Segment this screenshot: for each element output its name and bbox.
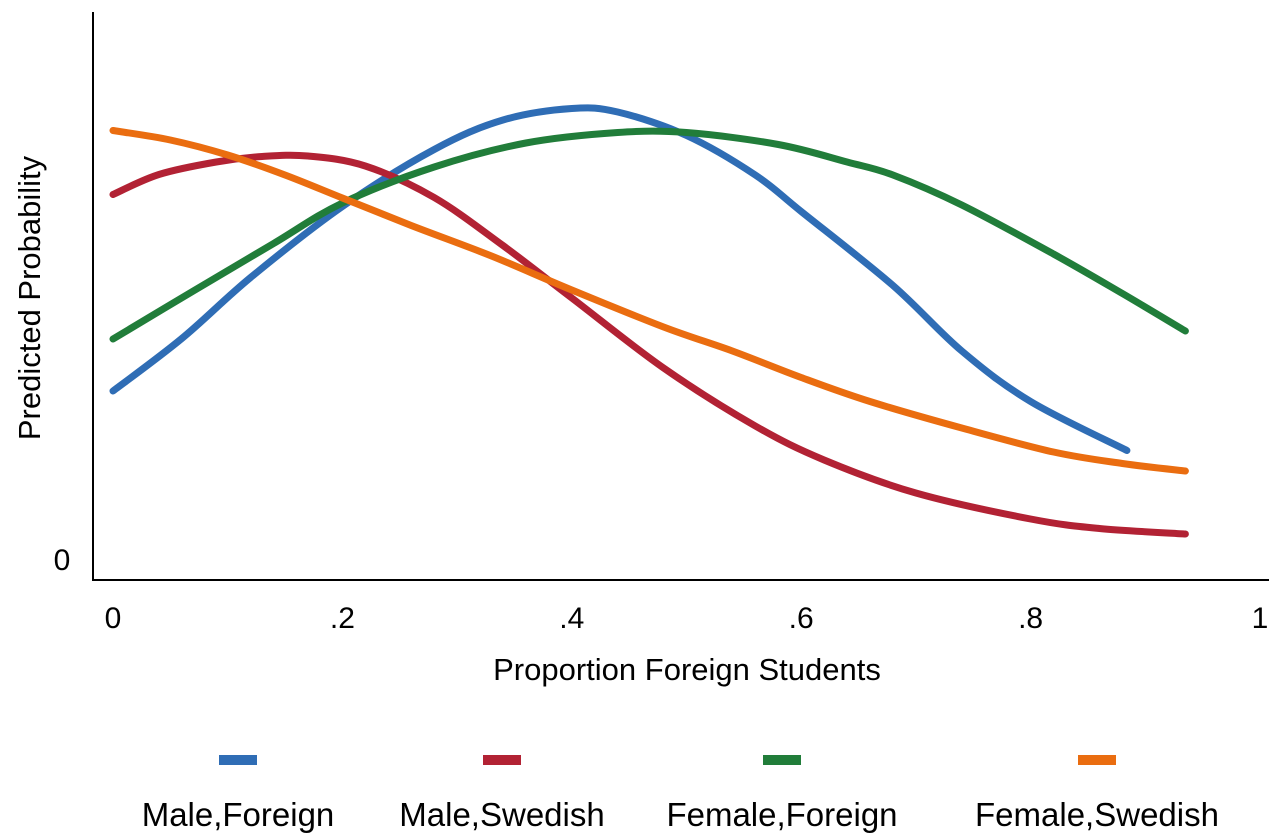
legend-swatch (1078, 755, 1116, 765)
series-line-3 (109, 127, 1189, 343)
x-tick-labels: 0 .2 .4 .6 .8 1 (105, 602, 1269, 635)
y-tick-label: 0 (54, 544, 71, 577)
legend-label: Male,Foreign (142, 796, 335, 833)
legend-label: Male,Swedish (399, 796, 604, 833)
legend-swatch (219, 755, 257, 765)
series-line-1 (109, 104, 1131, 454)
series-line-2 (109, 151, 1189, 538)
x-tick-label: 0 (105, 602, 122, 635)
x-tick-label: .2 (330, 602, 355, 635)
x-axis-title: Proportion Foreign Students (493, 652, 881, 687)
legend-swatch (763, 755, 801, 765)
series-line-4 (109, 127, 1189, 475)
plot-area (109, 104, 1189, 538)
x-tick-label: 1 (1252, 602, 1269, 635)
x-tick-label: .4 (559, 602, 584, 635)
x-tick-label: .6 (789, 602, 814, 635)
y-tick-labels: 0 (54, 544, 71, 577)
legend-swatch (483, 755, 521, 765)
x-tick-label: .8 (1018, 602, 1043, 635)
legend: Male,Foreign Male,Swedish Female,Foreign Fe… (142, 755, 1219, 833)
legend-label: Female,Swedish (975, 796, 1219, 833)
legend-label: Female,Foreign (666, 796, 897, 833)
y-axis-title: Predicted Probability (12, 155, 47, 440)
